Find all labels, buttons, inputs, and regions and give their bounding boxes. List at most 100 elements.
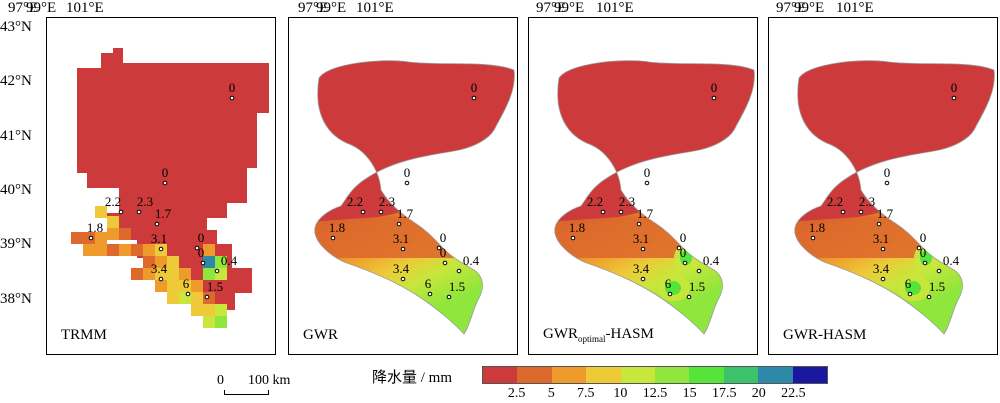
station-value-label: 2.3 xyxy=(859,194,875,209)
station-value-label: 2.2 xyxy=(587,194,603,209)
station-value-label: 6 xyxy=(425,276,432,291)
station-value-label: 0.4 xyxy=(703,253,720,268)
x-tick-label: 101°E xyxy=(596,0,634,16)
station-marker xyxy=(154,221,160,227)
station-marker xyxy=(644,180,650,186)
station-marker xyxy=(951,95,957,101)
station-marker xyxy=(858,209,864,215)
station-marker xyxy=(884,180,890,186)
station-marker xyxy=(711,95,717,101)
map-panel-trmm: 0 0 2.2 2.3 1.7 1.8 3.1 0 0 0.4 3.4 6 1.5 TRMM xyxy=(46,17,276,355)
legend-tick: 15 xyxy=(682,386,697,401)
station-value-label: 1.5 xyxy=(929,279,945,294)
trmm-pixel xyxy=(155,280,167,292)
x-tick-label: 97°E xyxy=(298,0,329,16)
trmm-pixel xyxy=(131,268,143,280)
station-marker xyxy=(360,209,366,215)
trmm-pixel xyxy=(95,244,107,256)
station-marker xyxy=(640,246,646,252)
station-value-label: 3.4 xyxy=(151,261,168,276)
station-marker xyxy=(840,209,846,215)
legend-swatch xyxy=(792,367,828,383)
station-marker xyxy=(396,221,402,227)
station-value-label: 0 xyxy=(162,165,169,180)
trmm-pixel xyxy=(215,316,227,328)
x-tick-label: 101°E xyxy=(836,0,874,16)
trmm-pixel xyxy=(203,244,215,256)
station-value-label: 3.4 xyxy=(873,261,890,276)
legend-swatch xyxy=(586,367,621,383)
x-tick-label: 97°E xyxy=(536,0,567,16)
station-value-label: 1.7 xyxy=(637,206,654,221)
x-tick-label: 99°E xyxy=(554,0,585,16)
station-marker xyxy=(404,180,410,186)
trmm-pixel xyxy=(179,280,191,292)
x-tick-label: 101°E xyxy=(66,0,104,16)
station-value-label: 1.7 xyxy=(155,206,172,221)
y-tick-label: 38°N xyxy=(0,291,32,307)
station-value-label: 0 xyxy=(644,165,651,180)
station-marker xyxy=(636,221,642,227)
trmm-pixel xyxy=(215,256,227,268)
station-value-label: 3.4 xyxy=(633,261,650,276)
station-marker xyxy=(400,246,406,252)
gwr-hasm-map: 002.2 2.31.71.83.1 000.43.46 1.5 xyxy=(794,60,995,335)
station-marker xyxy=(88,235,94,241)
panel-title: GWR-HASM xyxy=(783,327,867,343)
station-marker xyxy=(686,294,692,300)
trmm-pixel xyxy=(155,268,167,280)
station-marker xyxy=(676,245,682,251)
station-marker xyxy=(400,276,406,282)
station-marker xyxy=(916,245,922,251)
station-marker xyxy=(442,260,448,266)
station-marker xyxy=(162,180,168,186)
legend-swatch xyxy=(620,367,656,383)
trmm-pixel xyxy=(167,256,179,268)
station-value-label: 1.5 xyxy=(207,279,223,294)
map-panel-gwr-optimal-hasm: 0 0 2.2 2.3 1.7 1.8 3.1 0 0 0.4 3.4 6 1.5 GWRoptimal… xyxy=(528,17,758,355)
trmm-pixel xyxy=(167,292,179,304)
legend-tick: 12.5 xyxy=(642,386,668,401)
station-marker xyxy=(907,291,913,297)
station-value-label: 1.5 xyxy=(449,279,465,294)
scale-end-label: 100 km xyxy=(248,373,291,388)
station-marker xyxy=(922,260,928,266)
station-marker xyxy=(640,276,646,282)
station-marker xyxy=(926,294,932,300)
panel-title: TRMM xyxy=(61,327,107,343)
trmm-pixel xyxy=(215,304,227,316)
gwr-map: 002.2 2.31.71.83.1 000.43.46 1.5 xyxy=(314,60,515,335)
station-value-label: 1.8 xyxy=(809,220,825,235)
scale-bar xyxy=(224,390,269,395)
legend-swatch xyxy=(483,367,518,383)
station-marker xyxy=(204,294,210,300)
station-value-label: 0 xyxy=(404,165,411,180)
station-value-label: 2.2 xyxy=(827,194,843,209)
trmm-pixel xyxy=(143,256,155,268)
station-marker xyxy=(136,209,142,215)
trmm-pixel xyxy=(143,244,155,256)
panel-title: GWRoptimal-HASM xyxy=(543,326,654,344)
station-marker xyxy=(876,221,882,227)
station-marker xyxy=(880,276,886,282)
panel-title: GWR xyxy=(303,327,338,343)
trmm-pixel xyxy=(203,316,215,328)
station-value-label: 0 xyxy=(680,230,687,245)
station-marker xyxy=(378,209,384,215)
station-marker xyxy=(158,276,164,282)
legend-title: 降水量 / mm xyxy=(372,370,453,386)
trmm-coarse-grid xyxy=(77,48,269,310)
station-value-label: 1.5 xyxy=(689,279,705,294)
trmm-pixel xyxy=(95,232,107,244)
y-tick-label: 40°N xyxy=(0,182,32,198)
trmm-pixel xyxy=(179,268,191,280)
trmm-pixel xyxy=(167,268,179,280)
station-marker xyxy=(456,268,462,274)
station-value-label: 1.7 xyxy=(397,206,414,221)
station-value-label: 0 xyxy=(229,80,236,95)
x-tick-label: 99°E xyxy=(26,0,57,16)
station-value-label: 2.3 xyxy=(379,194,395,209)
station-value-label: 2.2 xyxy=(105,194,121,209)
station-value-label: 0 xyxy=(198,245,205,260)
station-value-label: 0 xyxy=(440,245,447,260)
